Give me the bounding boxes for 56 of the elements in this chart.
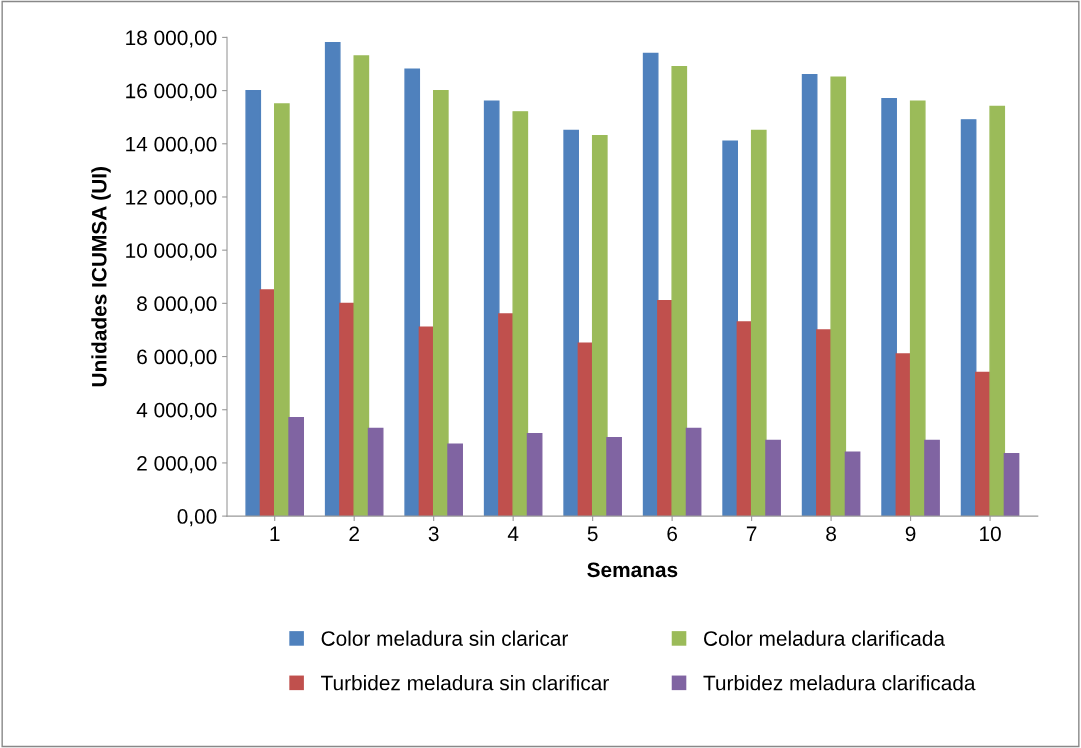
x-tick-label: 5	[587, 526, 598, 542]
y-tick-label: 14 000,00	[126, 136, 217, 154]
bar	[324, 42, 341, 517]
y-tick-label: 18 000,00	[126, 30, 217, 48]
bar	[750, 129, 767, 517]
y-tick-label: 12 000,00	[126, 189, 217, 208]
y-tick-label: 0,00	[177, 509, 217, 527]
legend-label: Turbidez meladura sin clarificar	[321, 675, 609, 691]
y-axis-title: Unidades ICUMSA (UI)	[91, 167, 111, 387]
x-tick-label: 3	[428, 526, 439, 542]
bar	[483, 100, 500, 517]
y-tick-label: 2 000,00	[137, 455, 217, 474]
x-tick-label: 2	[349, 526, 359, 541]
bar	[801, 73, 818, 517]
x-tick-label: 8	[826, 526, 836, 542]
bar	[685, 427, 702, 517]
y-tick-label: 8 000,00	[137, 296, 217, 314]
bar	[989, 105, 1006, 517]
bar	[447, 443, 463, 517]
x-tick-label: 7	[746, 526, 757, 541]
bar	[960, 119, 977, 517]
bar	[844, 451, 861, 517]
x-tick-label: 4	[507, 526, 519, 541]
bar	[404, 68, 421, 517]
y-tick-label: 16 000,00	[126, 83, 217, 101]
bar	[671, 65, 688, 517]
bar	[909, 100, 926, 517]
bar	[367, 427, 384, 517]
bar	[830, 76, 847, 517]
y-tick-label: 6 000,00	[137, 349, 217, 367]
bar	[881, 97, 897, 517]
bar	[526, 432, 543, 517]
bar	[563, 129, 580, 517]
bar	[924, 439, 940, 517]
bar	[245, 89, 262, 517]
bar	[288, 417, 305, 517]
x-tick-label: 10	[980, 526, 1001, 542]
x-tick-label: 6	[667, 526, 678, 542]
bar	[606, 436, 622, 517]
bar	[1003, 452, 1020, 517]
legend-label: Color meladura sin claricar	[321, 630, 568, 646]
x-tick-label: 1	[270, 526, 280, 541]
bar	[642, 52, 659, 517]
bar	[591, 135, 608, 517]
bar	[765, 439, 781, 517]
y-tick-label: 10 000,00	[126, 243, 217, 261]
bar	[353, 55, 370, 517]
bar	[274, 103, 290, 517]
legend-label: Color meladura clarificada	[704, 630, 945, 646]
x-axis-title: Semanas	[587, 562, 678, 578]
x-tick-label: 9	[905, 526, 916, 542]
bar	[432, 89, 449, 517]
bar	[722, 140, 739, 517]
bar	[512, 111, 529, 517]
y-tick-label: 4 000,00	[136, 402, 217, 420]
legend-label: Turbidez meladura clarificada	[703, 675, 976, 691]
